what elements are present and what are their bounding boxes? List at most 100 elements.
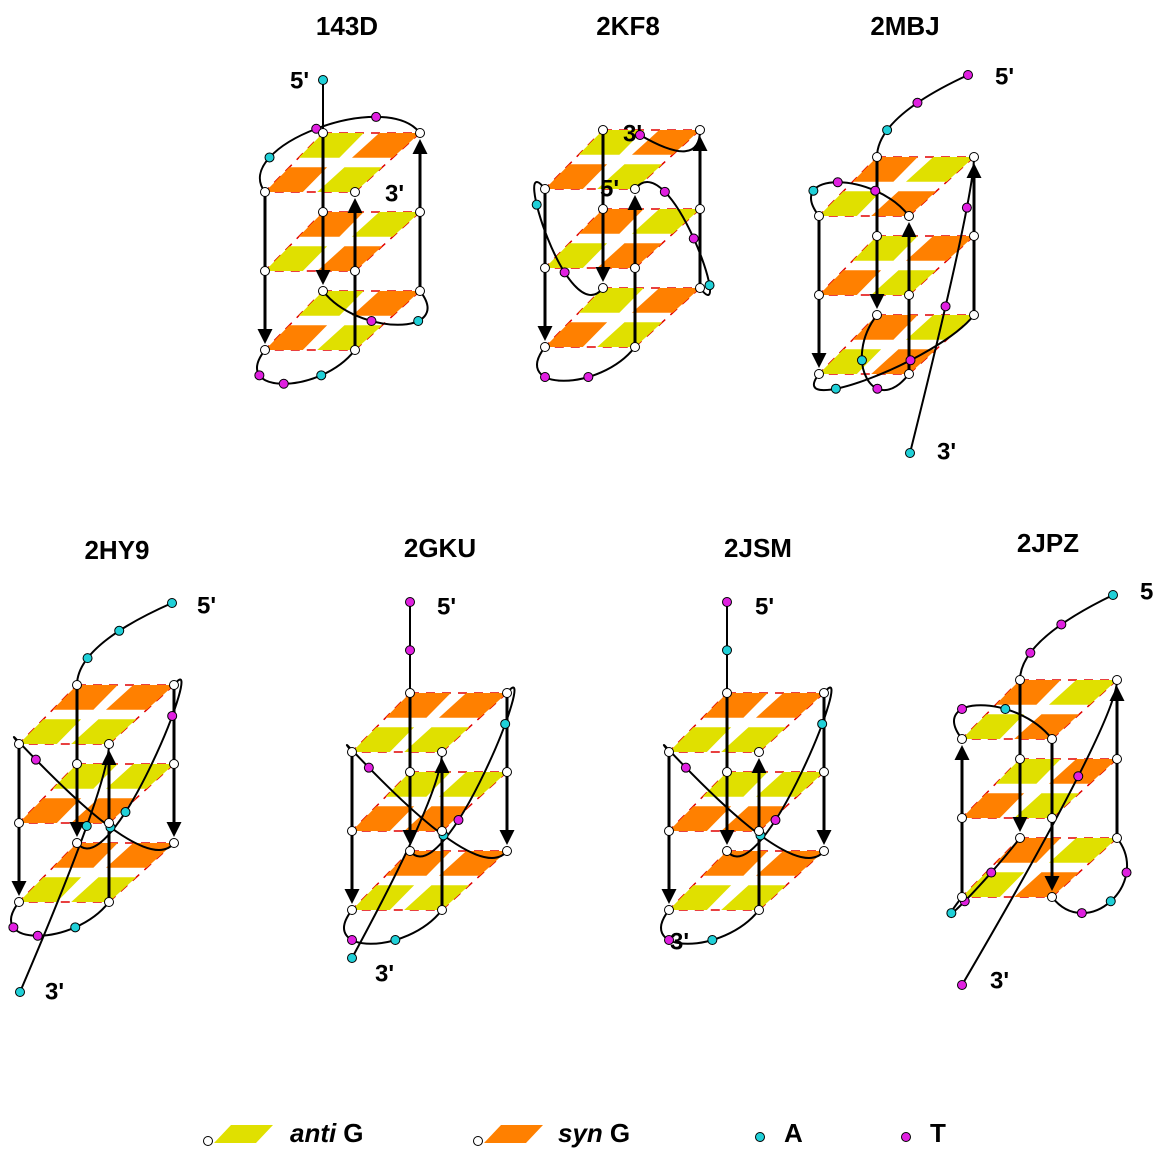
guanine-node xyxy=(1113,834,1122,843)
syn-g-plate xyxy=(19,798,81,823)
thymine xyxy=(560,268,569,277)
syn-g-plate xyxy=(352,291,420,316)
adenine xyxy=(705,281,714,290)
structures: 143D5'3'2KF85'3'2MBJ5'3'2HY95'3'2GKU5'3'… xyxy=(9,11,1154,1005)
legend-plate xyxy=(484,1125,543,1143)
guanine-node xyxy=(319,287,328,296)
adenine xyxy=(906,449,915,458)
guanine-node xyxy=(1048,735,1057,744)
adenine xyxy=(391,936,400,945)
guanine-node xyxy=(723,768,732,777)
legend-dot xyxy=(756,1133,765,1142)
guanine-node xyxy=(406,847,415,856)
legend-plate xyxy=(214,1125,273,1143)
anti-g-plate xyxy=(404,727,469,752)
thymine xyxy=(1057,620,1066,629)
syn-g-plate xyxy=(317,246,382,271)
guanine-node xyxy=(541,343,550,352)
guanine-node xyxy=(723,847,732,856)
thymine xyxy=(964,71,973,80)
guanine-node xyxy=(541,185,550,194)
legend-label: A xyxy=(784,1118,803,1148)
anti-g-plate xyxy=(1049,838,1117,863)
thymine xyxy=(962,203,971,212)
guanine-node xyxy=(73,839,82,848)
thymine xyxy=(255,371,264,380)
guanine-node xyxy=(873,153,882,162)
terminus-label: 3' xyxy=(937,438,956,465)
anti-g-plate xyxy=(404,885,469,910)
legend-base: G xyxy=(610,1118,630,1148)
thymine xyxy=(689,234,698,243)
guanine-node xyxy=(820,768,829,777)
guanine-node xyxy=(170,760,179,769)
guanine-node xyxy=(631,264,640,273)
adenine xyxy=(708,936,717,945)
guanine-node xyxy=(406,768,415,777)
terminus-label: 3' xyxy=(990,967,1009,994)
guanine-node xyxy=(1016,676,1025,685)
anti-g-plate xyxy=(819,349,881,374)
guanine-node xyxy=(406,689,415,698)
guanine-node xyxy=(958,735,967,744)
adenine xyxy=(947,909,956,918)
anti-g-plate xyxy=(19,719,81,744)
syn-g-plate xyxy=(106,685,174,710)
syn-g-plate xyxy=(386,693,451,718)
syn-g-plate xyxy=(756,851,824,876)
thymine xyxy=(1122,868,1131,877)
guanine-node xyxy=(815,370,824,379)
guanine-node xyxy=(970,232,979,241)
guanine-node xyxy=(15,898,24,907)
terminus-label: 3' xyxy=(623,120,642,147)
guanine-node xyxy=(170,839,179,848)
adenine xyxy=(115,626,124,635)
thymine xyxy=(958,981,967,990)
guanine-node xyxy=(599,205,608,214)
anti-g-plate xyxy=(906,157,974,182)
guanine-node xyxy=(73,681,82,690)
thymine xyxy=(723,598,732,607)
adenine xyxy=(532,200,541,209)
structure-title: 2JPZ xyxy=(1017,528,1079,558)
thymine xyxy=(681,763,690,772)
guanine-node xyxy=(755,906,764,915)
anti-g-plate xyxy=(19,877,81,902)
guanine-node xyxy=(905,212,914,221)
thymine xyxy=(833,178,842,187)
syn-g-plate xyxy=(545,322,607,347)
guanine-node xyxy=(755,748,764,757)
anti-g-plate xyxy=(721,727,786,752)
guanine-node xyxy=(261,346,270,355)
guanine-node xyxy=(958,893,967,902)
legend-base: G xyxy=(343,1118,363,1148)
guanine-node xyxy=(15,819,24,828)
guanine-node xyxy=(319,129,328,138)
guanine-node xyxy=(905,370,914,379)
structure-title: 2HY9 xyxy=(84,535,149,565)
guanine-node xyxy=(351,188,360,197)
g-quadruplex: 2JPZ5'3' xyxy=(947,528,1154,994)
syn-g-plate xyxy=(106,843,174,868)
loop xyxy=(664,745,824,858)
anti-g-plate xyxy=(71,719,136,744)
syn-g-plate xyxy=(819,270,881,295)
anti-g-plate xyxy=(439,772,507,797)
anti-g-plate xyxy=(962,714,1024,739)
terminus-label: 3' xyxy=(375,960,394,987)
guanine-node xyxy=(970,153,979,162)
legend-node xyxy=(474,1137,483,1146)
guanine-node xyxy=(105,819,114,828)
guanine-node xyxy=(170,681,179,690)
g-quadruplex: 2HY95'3' xyxy=(9,535,216,1005)
thymine xyxy=(348,936,357,945)
guanine-node xyxy=(820,689,829,698)
legend-term: anti xyxy=(290,1118,337,1148)
anti-g-plate xyxy=(669,727,731,752)
guanine-node xyxy=(696,126,705,135)
guanine-node xyxy=(1048,893,1057,902)
syn-g-plate xyxy=(545,164,607,189)
